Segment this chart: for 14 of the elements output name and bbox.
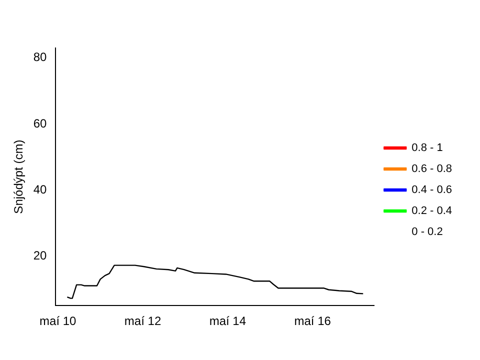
x-tick-label: maí 10 bbox=[40, 314, 77, 328]
x-tick-label: maí 16 bbox=[294, 314, 332, 328]
text: 0 - 0.2 bbox=[412, 226, 443, 238]
legend-label: 0.6 - 0.8 bbox=[412, 163, 452, 176]
legend-label: 0.8 - 1 bbox=[412, 142, 443, 154]
x-tick-label: maí 14 bbox=[209, 314, 246, 328]
y-axis-title: Snjódýpt (cm) bbox=[12, 140, 26, 214]
legend-label: 0.4 - 0.6 bbox=[412, 184, 452, 196]
y-tick-label: 80 bbox=[33, 50, 48, 64]
x-tick-label: maí 12 bbox=[124, 314, 162, 328]
y-tick-label: 60 bbox=[33, 116, 48, 130]
y-tick-label: 20 bbox=[33, 248, 48, 262]
y-tick-label: 40 bbox=[33, 182, 48, 196]
legend-label: 0.2 - 0.4 bbox=[412, 205, 452, 218]
